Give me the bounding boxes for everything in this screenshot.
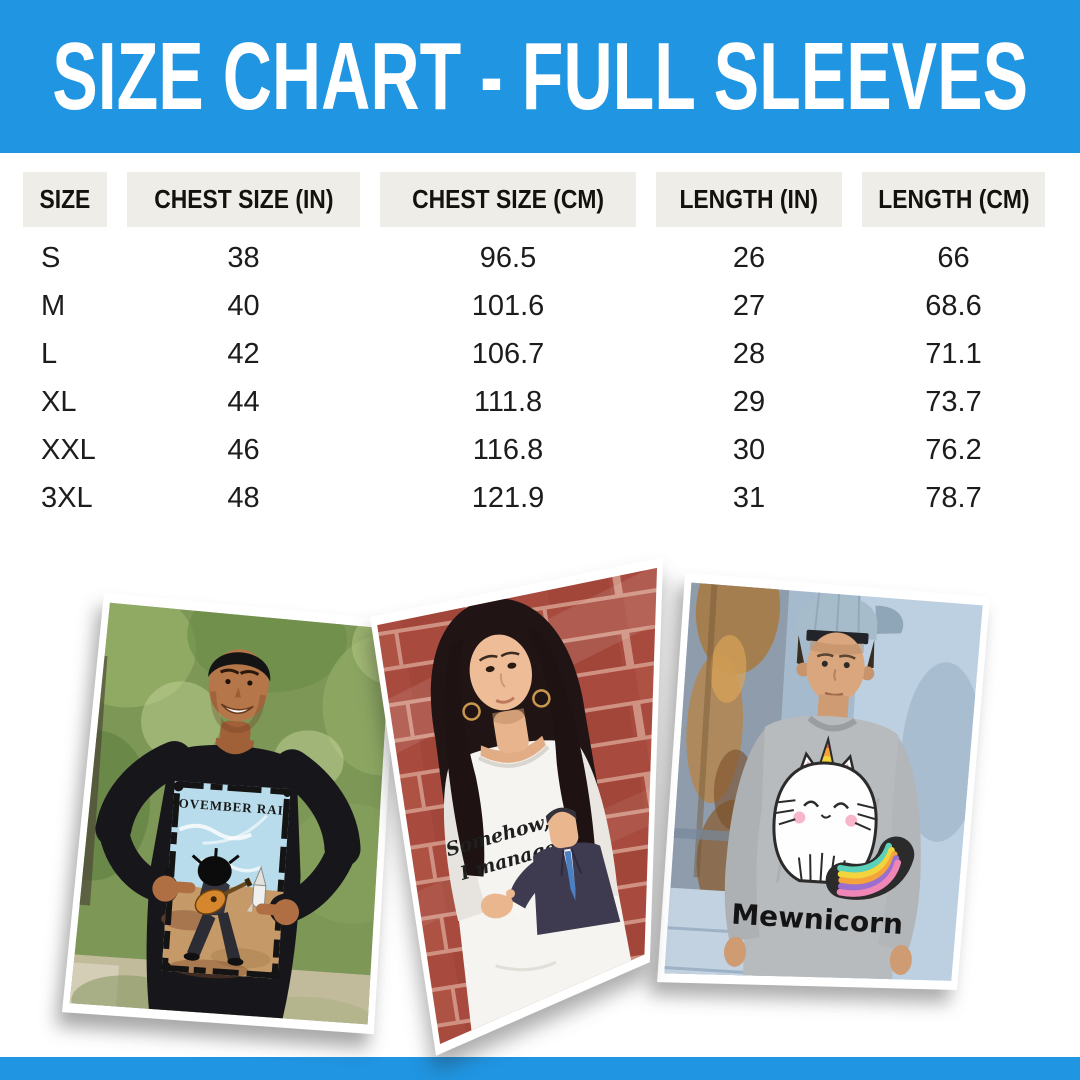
guitarist-figure [183,848,253,966]
cap-back [875,605,904,634]
cell-chest-in: 40 [227,289,260,322]
cell-size: L [41,337,58,370]
happy-eye [803,800,820,808]
cell-chest-cm: 121.9 [471,481,545,514]
left-sleeve [724,729,765,942]
table-row: XL 44 111.8 29 73.7 [23,378,1045,426]
cell-size: S [41,241,61,274]
cell-length-in: 30 [732,433,766,466]
cell-size: XL [41,385,77,418]
face [208,649,269,722]
column-header-length-in: LENGTH (IN) [656,172,842,227]
cell-size: 3XL [41,481,93,514]
photo-content: Mewnicorn [664,582,983,981]
cell-chest-cm: 111.8 [473,385,543,418]
model-white-tee-illustration: Somehow, I manage [377,567,658,1044]
photo-card-grey-tee: Mewnicorn [640,545,1010,1010]
cell-length-in: 26 [732,241,766,274]
cell-chest-cm: 106.7 [471,337,545,370]
column-header-chest-in: CHEST SIZE (IN) [127,172,360,227]
table-row: 3XL 48 121.9 31 78.7 [23,474,1045,522]
table-row: XXL 46 116.8 30 76.2 [23,426,1045,474]
hair-front [525,629,596,862]
cell-length-cm: 73.7 [925,385,982,418]
cell-length-in: 27 [732,289,766,322]
paw-lines [797,852,846,883]
cell-length-cm: 78.7 [925,481,982,514]
tshirt-print-mewnicorn: Mewnicorn [730,735,915,941]
cell-chest-in: 48 [227,481,260,514]
page-title: SIZE CHART - FULL SLEEVES [52,22,1028,130]
cell-chest-cm: 116.8 [472,433,544,466]
table-header-row: SIZE CHEST SIZE (IN) CHEST SIZE (CM) LEN… [23,172,1045,227]
collar [807,715,858,732]
cell-length-in: 31 [732,481,766,514]
table-row: L 42 106.7 28 71.1 [23,330,1045,378]
table-body: S 38 96.5 26 66 M 40 101.6 27 68.6 L 42 … [23,234,1045,522]
hoop-earring [462,702,481,721]
column-header-length-cm: LENGTH (CM) [862,172,1045,227]
face [806,632,865,703]
column-header-size: SIZE [23,172,107,227]
photo-card-white-tee: Somehow, I manage [350,540,690,1075]
beard [210,691,267,734]
cell-chest-in: 46 [227,433,260,466]
cell-chest-in: 44 [227,385,260,418]
office-man-figure [481,807,621,935]
cell-chest-cm: 96.5 [479,241,537,274]
cell-length-cm: 76.2 [925,433,982,466]
smile [220,703,254,714]
cell-length-in: 29 [732,385,766,418]
cell-length-cm: 66 [937,241,970,274]
cell-size: XXL [41,433,96,466]
cell-chest-cm: 101.6 [471,289,545,322]
whiskers [775,799,796,826]
column-header-chest-cm: CHEST SIZE (CM) [380,172,636,227]
cell-chest-in: 38 [227,241,260,274]
rainbow-tail [825,836,915,900]
hair [208,652,271,682]
cell-length-in: 28 [732,337,766,370]
tshirt-print-november-rain: NOVEMBER RAIN [160,781,295,980]
header-banner: SIZE CHART - FULL SLEEVES [0,0,1080,153]
table-row: S 38 96.5 26 66 [23,234,1045,282]
hoop-earring [532,689,551,708]
whiskers [854,803,876,831]
photo-card-black-tee: NOVEMBER RAIN [55,575,405,1045]
collar [477,745,550,768]
photo-content: Somehow, I manage [377,567,658,1044]
cell-chest-in: 42 [227,337,260,370]
cell-length-cm: 71.1 [925,337,982,370]
footer-accent-strip [0,1057,1080,1080]
cell-length-cm: 68.6 [925,289,982,322]
hair-front [444,638,485,877]
size-chart-table: SIZE CHEST SIZE (IN) CHEST SIZE (CM) LEN… [23,172,1045,522]
happy-eye [833,802,850,810]
model-grey-tee-illustration: Mewnicorn [664,582,983,981]
rocket [246,865,269,913]
tshirt-print-somehow-i-manage: Somehow, I manage [443,807,621,935]
table-row: M 40 101.6 27 68.6 [23,282,1045,330]
guitar [194,877,253,915]
lips [495,696,515,704]
cell-size: M [41,289,66,322]
